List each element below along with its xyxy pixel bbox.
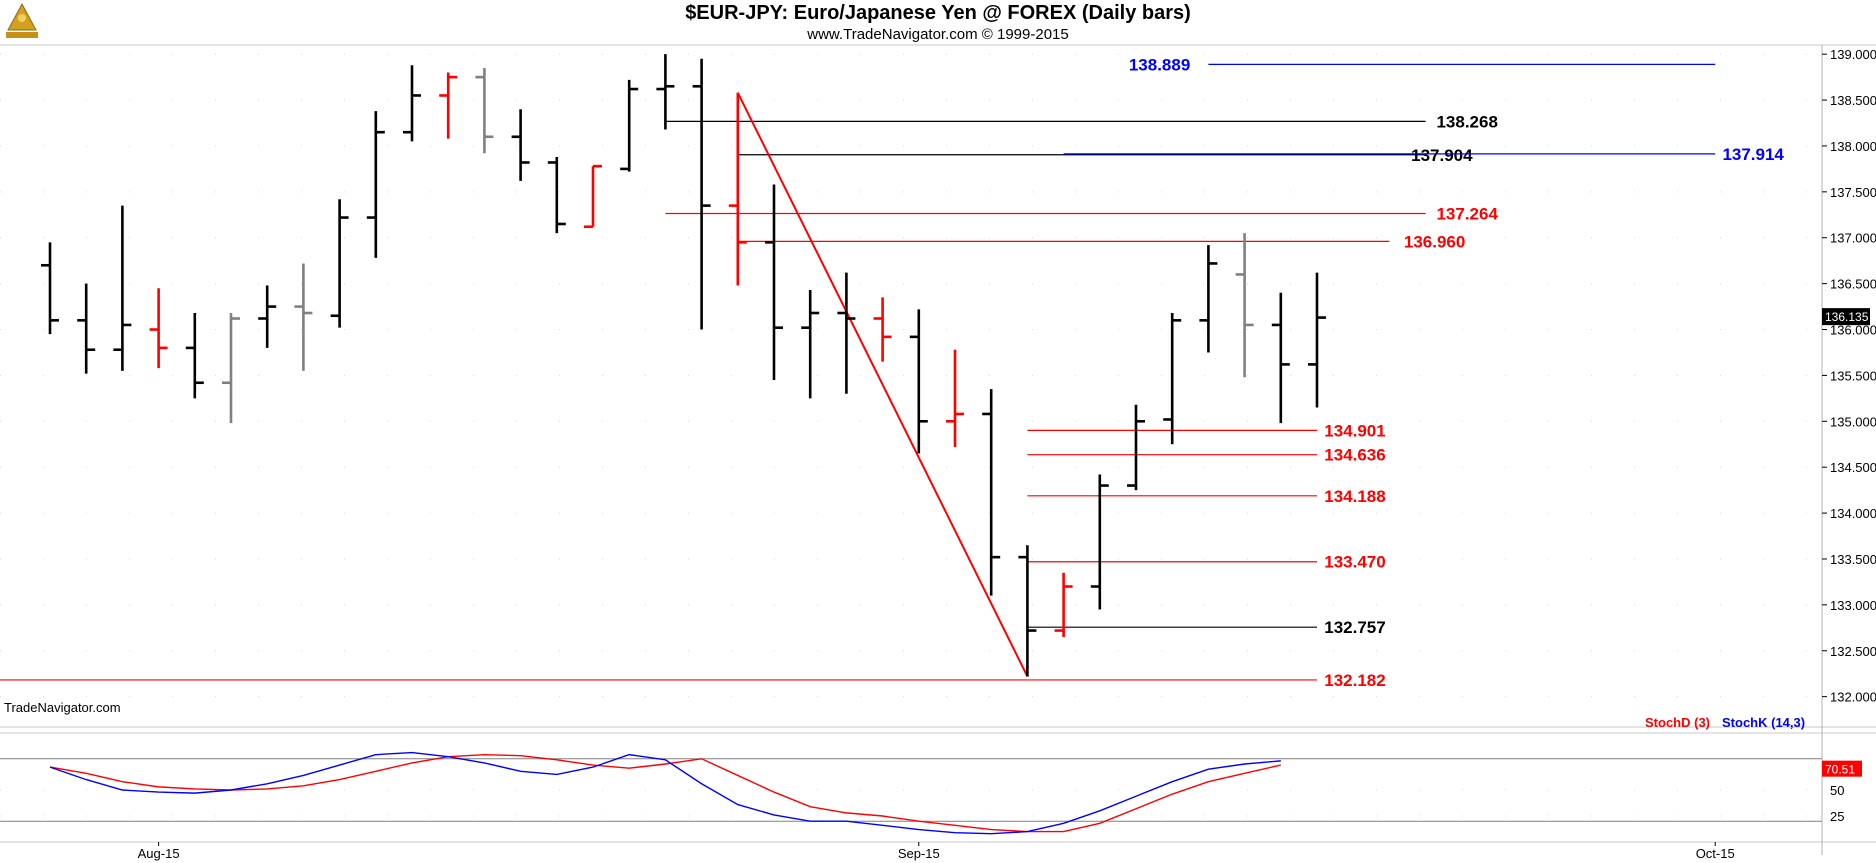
level-label-137.264: 137.264 (1436, 205, 1498, 224)
y-tick-label: 138.500 (1830, 93, 1876, 108)
y-tick-label: 139.000 (1830, 47, 1876, 62)
y-tick-label: 136.000 (1830, 323, 1876, 338)
chart-subtitle: www.TradeNavigator.com © 1999-2015 (807, 26, 1069, 43)
level-label-138.268: 138.268 (1436, 112, 1497, 131)
stoch-y-tick-label: 50 (1830, 783, 1844, 798)
x-tick-label: Aug-15 (138, 846, 180, 861)
last-price-badge (1822, 308, 1870, 326)
y-tick-label: 132.500 (1830, 644, 1876, 659)
brand-label: TradeNavigator.com (4, 700, 121, 715)
y-tick-label: 135.000 (1830, 414, 1876, 429)
y-tick-label: 133.000 (1830, 598, 1876, 613)
y-tick-label: 132.000 (1830, 690, 1876, 705)
legend-stochk: StochK (14,3) (1722, 715, 1806, 730)
level-label-134.188: 134.188 (1324, 487, 1385, 506)
level-label-133.470: 133.470 (1324, 553, 1385, 572)
level-label-136.960: 136.960 (1404, 232, 1465, 251)
level-label-134.636: 134.636 (1324, 446, 1385, 465)
x-tick-label: Sep-15 (898, 846, 940, 861)
legend-stochd: StochD (3) (1645, 715, 1710, 730)
stoch-y-tick-label: 25 (1830, 809, 1844, 824)
stoch-last-label: 70.51 (1825, 763, 1855, 777)
level-label-134.901: 134.901 (1324, 421, 1385, 440)
y-tick-label: 138.000 (1830, 139, 1876, 154)
x-tick-label: Oct-15 (1696, 846, 1735, 861)
trend-line (736, 92, 1029, 677)
y-tick-label: 133.500 (1830, 552, 1876, 567)
level-label-137.904: 137.904 (1411, 146, 1473, 165)
stoch-series-line (49, 751, 1281, 835)
level-label-132.182: 132.182 (1324, 671, 1385, 690)
level-label-132.757: 132.757 (1324, 618, 1385, 637)
stoch-series-line (49, 753, 1281, 833)
y-tick-label: 137.500 (1830, 185, 1876, 200)
y-tick-label: 135.500 (1830, 368, 1876, 383)
price-panel (0, 45, 1822, 715)
stoch-last-badge (1822, 760, 1862, 777)
chart-title: $EUR-JPY: Euro/Japanese Yen @ FOREX (Dai… (685, 2, 1191, 24)
tradenavigator-logo-icon (2, 2, 42, 42)
level-label-138.889: 138.889 (1129, 55, 1190, 74)
y-tick-label: 137.000 (1830, 231, 1876, 246)
level-label-137.914: 137.914 (1722, 145, 1784, 164)
y-tick-label: 134.000 (1830, 506, 1876, 521)
y-tick-label: 136.500 (1830, 277, 1876, 292)
last-price-label: 136.135 (1825, 310, 1869, 324)
y-tick-label: 134.500 (1830, 460, 1876, 475)
